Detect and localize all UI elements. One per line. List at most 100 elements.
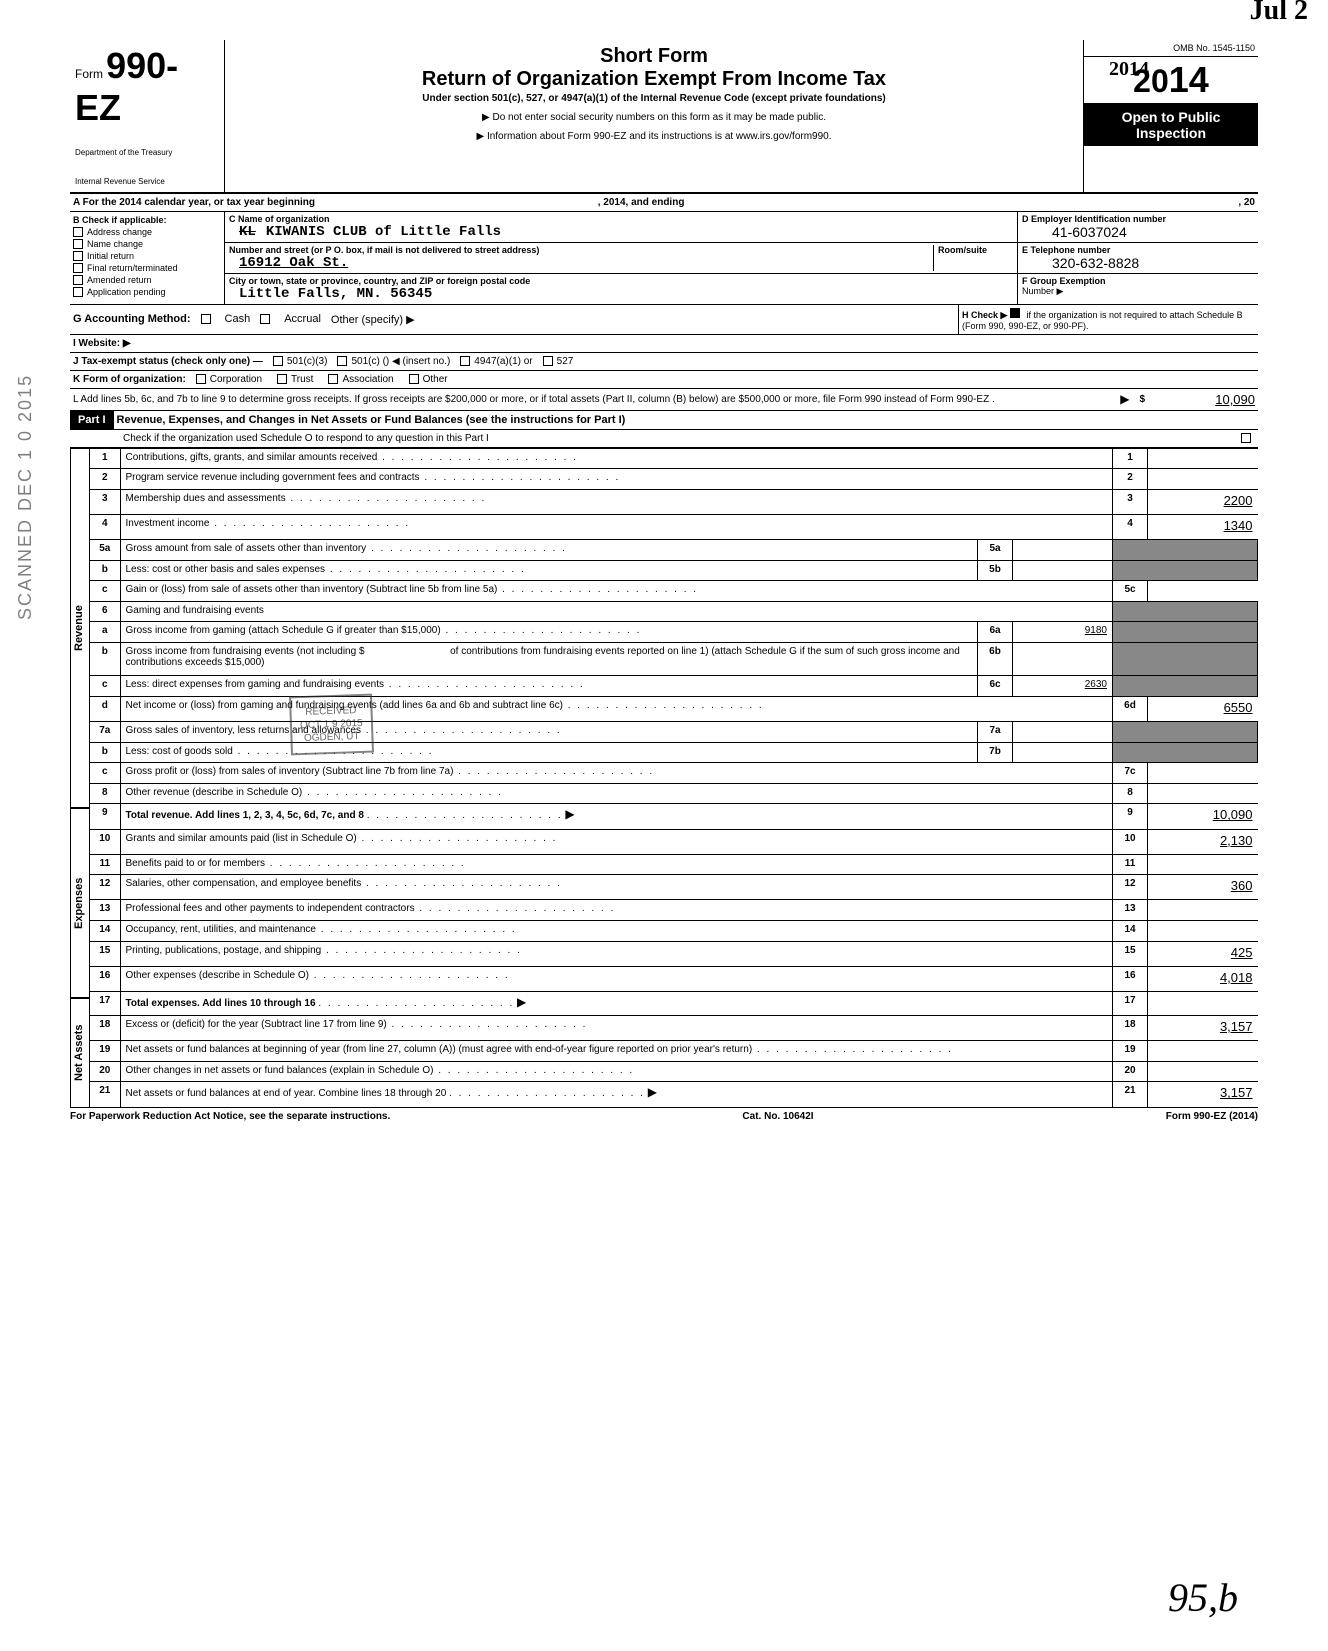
- chk-address[interactable]: Address change: [73, 227, 221, 237]
- line-5b: bLess: cost or other basis and sales exp…: [90, 560, 1258, 581]
- line-5a: 5aGross amount from sale of assets other…: [90, 540, 1258, 561]
- line-14: 14Occupancy, rent, utilities, and mainte…: [90, 921, 1258, 942]
- ein-row: D Employer Identification number 41-6037…: [1018, 212, 1258, 243]
- i-label: I Website: ▶: [73, 338, 1255, 349]
- line-10: 10Grants and similar amounts paid (list …: [90, 829, 1258, 854]
- line-7c: cGross profit or (loss) from sales of in…: [90, 763, 1258, 784]
- footer-mid: Cat. No. 10642I: [742, 1111, 813, 1122]
- g-label: G Accounting Method:: [73, 313, 191, 325]
- line-6: 6Gaming and fundraising events: [90, 601, 1258, 622]
- l-arrow: ▶: [1120, 392, 1129, 406]
- form-header: Form 990-EZ Department of the Treasury I…: [70, 40, 1258, 194]
- ein-label: D Employer Identification number: [1022, 214, 1166, 224]
- chk-schedule-o[interactable]: [1241, 433, 1251, 443]
- line-5c: cGain or (loss) from sale of assets othe…: [90, 581, 1258, 602]
- row-gh: G Accounting Method: Cash Accrual Other …: [70, 305, 1258, 335]
- part1-header: Part I Revenue, Expenses, and Changes in…: [70, 411, 1258, 430]
- j-label: J Tax-exempt status (check only one) —: [73, 356, 263, 367]
- signature: 95,b: [1168, 1574, 1238, 1621]
- omb-number: OMB No. 1545-1150: [1084, 40, 1258, 57]
- line-3: 3Membership dues and assessments32200: [90, 489, 1258, 514]
- chk-501c3[interactable]: [273, 356, 283, 366]
- street-value: 16912 Oak St.: [239, 255, 348, 271]
- chk-527[interactable]: [543, 356, 553, 366]
- city-row: City or town, state or province, country…: [225, 274, 1017, 304]
- row-j: J Tax-exempt status (check only one) — 5…: [70, 353, 1258, 371]
- short-form-label: Short Form: [235, 45, 1073, 68]
- row-i: I Website: ▶: [70, 335, 1258, 353]
- row-k: K Form of organization: Corporation Trus…: [70, 371, 1258, 389]
- instruction-info: ▶ Information about Form 990-EZ and its …: [235, 131, 1073, 142]
- line-13: 13Professional fees and other payments t…: [90, 900, 1258, 921]
- form-990ez: Form 990-EZ Department of the Treasury I…: [70, 40, 1258, 1122]
- line-6a: aGross income from gaming (attach Schedu…: [90, 622, 1258, 643]
- chk-corp[interactable]: [196, 374, 206, 384]
- chk-h[interactable]: [1010, 308, 1020, 318]
- l-dollar: $: [1139, 394, 1145, 405]
- line-6b: bGross income from fundraising events (n…: [90, 643, 1258, 676]
- open-public-1: Open to Public: [1089, 109, 1253, 125]
- year-box: 2014 2014: [1084, 57, 1258, 104]
- line-18: 18Excess or (deficit) for the year (Subt…: [90, 1015, 1258, 1040]
- line-7b: bLess: cost of goods sold7b: [90, 742, 1258, 763]
- right-header-box: OMB No. 1545-1150 2014 2014 Open to Publ…: [1083, 40, 1258, 192]
- room-label: Room/suite: [938, 245, 987, 255]
- line-6d: dNet income or (loss) from gaming and fu…: [90, 696, 1258, 721]
- part1-check-text: Check if the organization used Schedule …: [73, 433, 1241, 444]
- received-stamp: RECEIVEDOCT 1 9 2015OGDEN, UT: [289, 694, 374, 756]
- line-19: 19Net assets or fund balances at beginni…: [90, 1041, 1258, 1062]
- col-c: C Name of organization KL KIWANIS CLUB of…: [225, 212, 1018, 304]
- instruction-ssn: ▶ Do not enter social security numbers o…: [235, 112, 1073, 123]
- lines-table: 1Contributions, gifts, grants, and simil…: [90, 448, 1258, 1108]
- group-exempt-label2: Number ▶: [1022, 286, 1063, 296]
- chk-trust[interactable]: [277, 374, 287, 384]
- street-row: Number and street (or P O. box, if mail …: [225, 243, 1017, 274]
- chk-4947[interactable]: [460, 356, 470, 366]
- line-2: 2Program service revenue including gover…: [90, 469, 1258, 490]
- chk-initial[interactable]: Initial return: [73, 251, 221, 261]
- section-bcdef: B Check if applicable: Address change Na…: [70, 212, 1258, 305]
- line-20: 20Other changes in net assets or fund ba…: [90, 1061, 1258, 1082]
- row-l: L Add lines 5b, 6c, and 7b to line 9 to …: [70, 389, 1258, 411]
- footer: For Paperwork Reduction Act Notice, see …: [70, 1108, 1258, 1122]
- line-6c: cLess: direct expenses from gaming and f…: [90, 676, 1258, 697]
- sidebar-netassets: Net Assets: [70, 998, 90, 1108]
- footer-left: For Paperwork Reduction Act Notice, see …: [70, 1111, 390, 1122]
- row-a-right: , 20: [1238, 197, 1255, 208]
- form-prefix: Form: [75, 67, 103, 81]
- chk-assoc[interactable]: [328, 374, 338, 384]
- line-17: 17Total expenses. Add lines 10 through 1…: [90, 991, 1258, 1015]
- line-8: 8Other revenue (describe in Schedule O)8: [90, 783, 1258, 804]
- chk-other[interactable]: [409, 374, 419, 384]
- chk-501c[interactable]: [337, 356, 347, 366]
- chk-amended[interactable]: Amended return: [73, 275, 221, 285]
- form-number-box: Form 990-EZ Department of the Treasury I…: [70, 40, 225, 192]
- chk-name[interactable]: Name change: [73, 239, 221, 249]
- open-public-2: Inspection: [1089, 125, 1253, 141]
- ein-value: 41-6037024: [1052, 224, 1127, 240]
- line-12: 12Salaries, other compensation, and empl…: [90, 875, 1258, 900]
- main-title: Return of Organization Exempt From Incom…: [235, 68, 1073, 91]
- chk-accrual[interactable]: [260, 314, 270, 324]
- phone-label: E Telephone number: [1022, 245, 1110, 255]
- dept-irs: Internal Revenue Service: [75, 178, 219, 187]
- org-name: KIWANIS CLUB of Little Falls: [266, 224, 501, 240]
- chk-final[interactable]: Final return/terminated: [73, 263, 221, 273]
- line-4: 4Investment income41340: [90, 514, 1258, 539]
- form-number: 990-EZ: [75, 45, 178, 128]
- phone-row: E Telephone number 320-632-8828: [1018, 243, 1258, 274]
- col-b: B Check if applicable: Address change Na…: [70, 212, 225, 304]
- line-11: 11Benefits paid to or for members11: [90, 854, 1258, 875]
- handwritten-jul: Jul 2: [1250, 0, 1308, 27]
- scanned-stamp: SCANNED DEC 1 0 2015: [15, 374, 36, 620]
- sidebar-revenue: Revenue: [70, 448, 90, 808]
- chk-cash[interactable]: [201, 314, 211, 324]
- line-1: 1Contributions, gifts, grants, and simil…: [90, 448, 1258, 469]
- line-9: 9Total revenue. Add lines 1, 2, 3, 4, 5c…: [90, 804, 1258, 829]
- l-text: L Add lines 5b, 6c, and 7b to line 9 to …: [73, 394, 1120, 405]
- row-a: A For the 2014 calendar year, or tax yea…: [70, 194, 1258, 212]
- org-name-strikethrough: KL: [239, 224, 256, 240]
- chk-pending[interactable]: Application pending: [73, 287, 221, 297]
- org-name-label: C Name of organization: [229, 214, 330, 224]
- l-value: 10,090: [1155, 392, 1255, 407]
